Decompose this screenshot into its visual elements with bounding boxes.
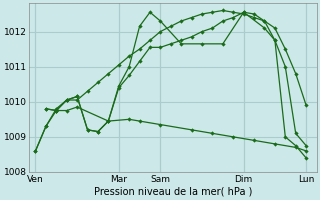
X-axis label: Pression niveau de la mer( hPa ): Pression niveau de la mer( hPa ) bbox=[94, 187, 252, 197]
